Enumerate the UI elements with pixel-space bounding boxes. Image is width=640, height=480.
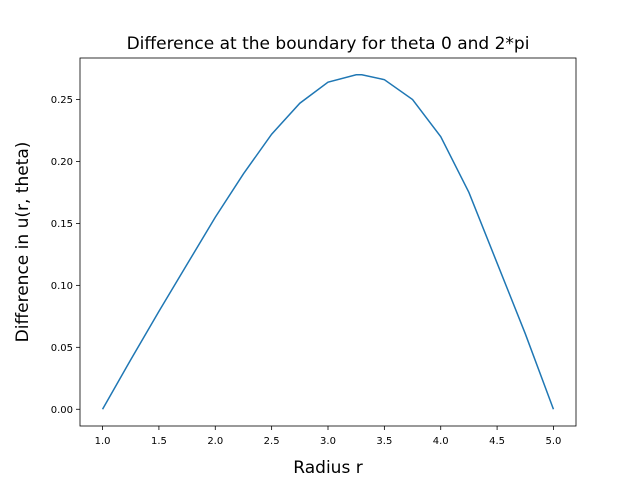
x-tick-label: 5.0: [546, 436, 562, 447]
y-tick-label: 0.10: [51, 281, 73, 292]
series-line: [101, 73, 555, 410]
y-tick-label: 0.20: [51, 157, 73, 168]
x-tick-label: 4.0: [433, 436, 449, 447]
plot-frame: [79, 57, 577, 427]
x-tick-label: 2.0: [207, 436, 223, 447]
y-tick-label: 0.15: [51, 219, 73, 230]
x-tick-label: 1.5: [151, 436, 167, 447]
y-axis-ticks: 0.00 0.05 0.10 0.15 0.20 0.25: [51, 95, 80, 416]
x-tick-label: 3.5: [376, 436, 392, 447]
y-tick-label: 0.05: [51, 343, 73, 354]
y-tick-label: 0.25: [51, 95, 73, 106]
x-axis-label: Radius r: [293, 458, 362, 478]
chart-title: Difference at the boundary for theta 0 a…: [127, 34, 530, 54]
x-tick-label: 2.5: [264, 436, 280, 447]
y-tick-label: 0.00: [51, 405, 73, 416]
x-tick-label: 3.0: [320, 436, 336, 447]
x-tick-label: 1.0: [95, 436, 111, 447]
x-axis-ticks: 1.0 1.5 2.0 2.5 3.0 3.5 4.0 4.5 5.0: [95, 426, 562, 447]
y-axis-label: Difference in u(r, theta): [13, 142, 33, 343]
x-tick-label: 4.5: [489, 436, 505, 447]
